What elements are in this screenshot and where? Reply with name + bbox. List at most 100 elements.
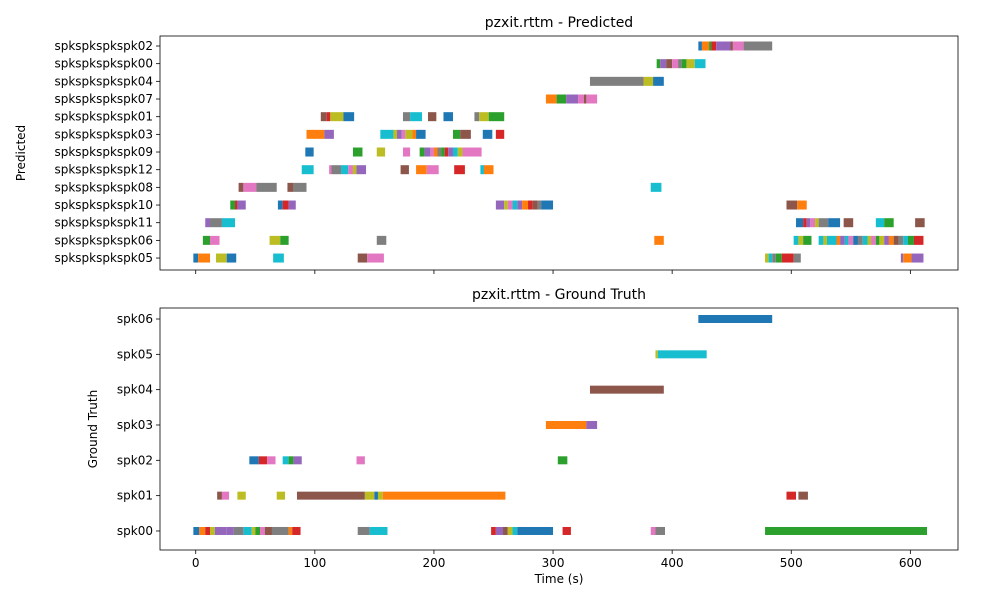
ground-truth-segment-8 xyxy=(267,456,276,465)
predicted-segment-126 xyxy=(823,235,827,245)
ground-truth-segment-30 xyxy=(226,526,234,535)
ground-truth-segment-43 xyxy=(495,526,504,535)
predicted-segment-158 xyxy=(793,253,801,263)
ground-truth-segment-42 xyxy=(491,526,496,535)
predicted-ytick-label: spkspkspkspk06 xyxy=(54,233,153,247)
predicted-segment-50 xyxy=(305,147,314,157)
predicted-segment-115 xyxy=(915,218,925,228)
predicted-segment-59 xyxy=(441,147,445,157)
predicted-segment-70 xyxy=(352,165,357,175)
predicted-segment-67 xyxy=(331,165,342,175)
predicted-segment-150 xyxy=(273,253,284,263)
ground-truth-segment-34 xyxy=(255,526,261,535)
predicted-segment-118 xyxy=(269,235,281,245)
predicted-segment-154 xyxy=(768,253,773,263)
predicted-axes-frame xyxy=(159,35,959,271)
predicted-segment-133 xyxy=(857,235,863,245)
predicted-segment-36 xyxy=(488,112,505,122)
predicted-segment-32 xyxy=(427,112,437,122)
predicted-segment-74 xyxy=(426,165,439,175)
predicted-segment-120 xyxy=(376,235,387,245)
predicted-segment-101 xyxy=(797,200,807,210)
predicted-segment-83 xyxy=(650,182,662,192)
predicted-segment-123 xyxy=(798,235,804,245)
predicted-ytick-label: spkspkspkspk09 xyxy=(54,145,153,159)
ground-truth-xtick-label: 200 xyxy=(422,556,445,570)
predicted-segment-113 xyxy=(875,218,885,228)
predicted-segment-7 xyxy=(732,41,744,51)
predicted-segment-160 xyxy=(903,253,912,263)
ground-truth-segment-27 xyxy=(205,526,211,535)
predicted-segment-27 xyxy=(326,112,331,122)
ground-truth-segment-47 xyxy=(517,526,554,535)
predicted-segment-130 xyxy=(844,235,849,245)
predicted-segment-147 xyxy=(198,253,211,263)
predicted-segment-33 xyxy=(443,112,453,122)
predicted-ytick-label: spkspkspkspk00 xyxy=(54,57,153,71)
ground-truth-segment-6 xyxy=(249,456,259,465)
predicted-segment-43 xyxy=(405,129,413,139)
predicted-segment-128 xyxy=(836,235,841,245)
ground-truth-title: pzxit.rttm - Ground Truth xyxy=(472,287,646,303)
ground-truth-ytick-label: spk06 xyxy=(117,312,153,326)
ground-truth-segment-17 xyxy=(276,491,286,500)
predicted-segment-111 xyxy=(828,218,841,228)
predicted-segment-0 xyxy=(698,41,702,51)
ground-truth-xtick-label: 500 xyxy=(780,556,803,570)
predicted-segment-138 xyxy=(879,235,885,245)
ground-truth-xtick-label: 300 xyxy=(542,556,565,570)
predicted-segment-151 xyxy=(357,253,368,263)
predicted-segment-85 xyxy=(235,200,238,210)
predicted-segment-98 xyxy=(537,200,542,210)
predicted-ytick-label: spkspkspkspk07 xyxy=(54,92,153,106)
predicted-segment-94 xyxy=(517,200,523,210)
ground-truth-segment-15 xyxy=(221,491,230,500)
ground-truth-segment-20 xyxy=(374,491,378,500)
predicted-segment-88 xyxy=(282,200,289,210)
predicted-segment-19 xyxy=(653,76,664,86)
ground-truth-segment-23 xyxy=(786,491,797,500)
ground-truth-ytick-labels: spk06 spk05 spk04 spk03 spk02 spk01 spk00 xyxy=(117,312,160,538)
predicted-segment-3 xyxy=(711,41,717,51)
ground-truth-segments xyxy=(193,315,928,535)
predicted-segment-110 xyxy=(818,218,829,228)
predicted-segment-81 xyxy=(287,182,294,192)
ground-truth-xticks: 0 100 200 300 400 500 600 xyxy=(192,550,922,570)
predicted-segment-156 xyxy=(775,253,782,263)
predicted-segment-105 xyxy=(796,218,804,228)
predicted-segment-102 xyxy=(205,218,211,228)
predicted-segment-13 xyxy=(678,59,682,69)
predicted-segment-159 xyxy=(900,253,904,263)
ground-truth-segment-13 xyxy=(557,456,568,465)
predicted-segment-149 xyxy=(226,253,237,263)
predicted-segment-117 xyxy=(210,235,220,245)
ground-truth-segment-38 xyxy=(288,526,293,535)
ground-truth-segment-10 xyxy=(288,456,294,465)
predicted-segment-73 xyxy=(416,165,427,175)
ground-truth-segment-46 xyxy=(512,526,518,535)
predicted-segment-55 xyxy=(424,147,431,157)
predicted-segment-96 xyxy=(528,200,533,210)
predicted-ytick-label: spkspkspkspk02 xyxy=(54,39,153,53)
predicted-segment-143 xyxy=(903,235,908,245)
ground-truth-segment-41 xyxy=(369,526,388,535)
predicted-segment-69 xyxy=(348,165,353,175)
predicted-segment-146 xyxy=(193,253,199,263)
predicted-segment-1 xyxy=(701,41,710,51)
predicted-segment-52 xyxy=(376,147,386,157)
predicted-segment-79 xyxy=(243,182,257,192)
ground-truth-xtick-label: 600 xyxy=(899,556,922,570)
predicted-segment-104 xyxy=(221,218,236,228)
predicted-segment-22 xyxy=(566,94,579,104)
ground-truth-segment-25 xyxy=(193,526,200,535)
predicted-segment-75 xyxy=(454,165,465,175)
predicted-segment-72 xyxy=(400,165,409,175)
ground-truth-segment-12 xyxy=(356,456,365,465)
ground-truth-segment-11 xyxy=(293,456,302,465)
predicted-segment-112 xyxy=(843,218,854,228)
predicted-segment-15 xyxy=(686,59,695,69)
predicted-segment-61 xyxy=(448,147,453,157)
predicted-segment-48 xyxy=(482,129,493,139)
predicted-segment-28 xyxy=(330,112,344,122)
predicted-segment-106 xyxy=(803,218,807,228)
